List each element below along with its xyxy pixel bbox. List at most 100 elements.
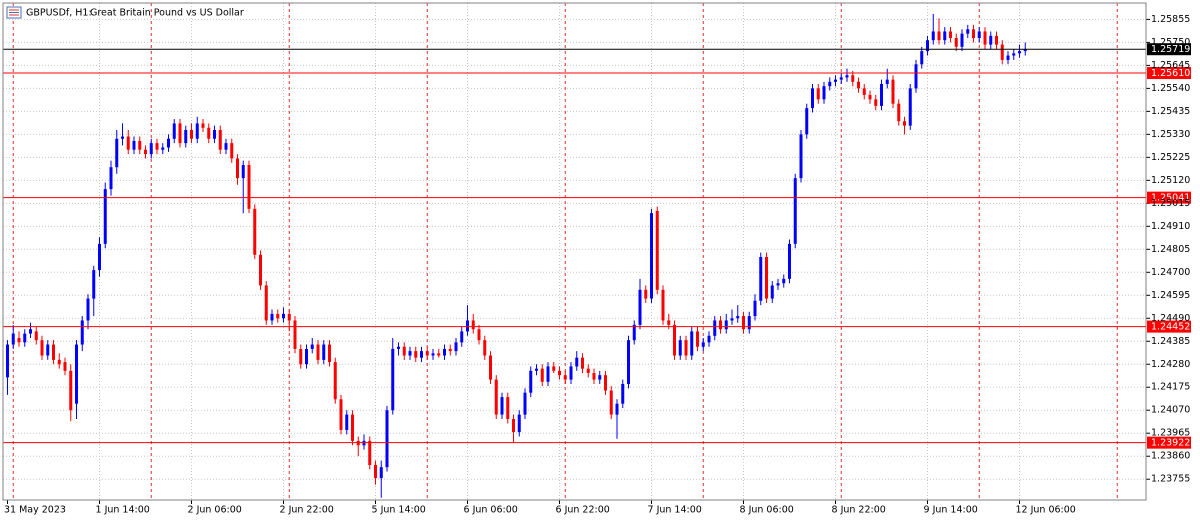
candle-body (195, 123, 199, 139)
candle-body (776, 283, 780, 286)
period-separators (12, 3, 1118, 500)
candle-body (995, 35, 998, 45)
x-tick-label: 6 Jun 22:00 (556, 505, 610, 516)
candle-body (368, 440, 372, 465)
candle-body (701, 342, 705, 347)
candle-body (328, 344, 331, 363)
candle-body (213, 129, 216, 139)
candle-body (11, 333, 15, 345)
candle-body (80, 320, 84, 345)
candle-body (609, 390, 613, 415)
candle-body (713, 320, 717, 336)
y-tick-label: 1.24070 (1151, 405, 1190, 416)
candle-body (839, 77, 843, 80)
candle-body (569, 366, 573, 380)
candle-body (765, 256, 768, 299)
candle-body (736, 316, 740, 319)
candle-body (345, 414, 349, 430)
x-tick-label: 2 Jun 22:00 (280, 505, 334, 516)
candle-body (730, 318, 734, 321)
candle-body (121, 136, 124, 139)
candle-body (535, 368, 538, 371)
candle-body (644, 289, 648, 299)
candle-body (506, 397, 510, 419)
candle-body (57, 359, 61, 365)
candle-body (230, 143, 234, 159)
candle-body (92, 270, 96, 299)
candle-body (523, 392, 527, 415)
candle-body (753, 300, 757, 317)
candle-body (443, 348, 446, 356)
candle-body (103, 189, 107, 244)
candle-body (1000, 44, 1004, 60)
candle-body (690, 331, 694, 356)
candle-body (178, 123, 182, 144)
level-label: 1.23922 (1151, 438, 1190, 449)
candle-body (926, 40, 929, 52)
candle-body (977, 31, 981, 39)
candle-body (46, 344, 50, 356)
candle-body (408, 351, 412, 356)
y-tick-label: 1.25855 (1151, 14, 1190, 25)
candle-body (247, 165, 251, 209)
candle-body (391, 348, 395, 411)
candle-body (822, 86, 826, 100)
candle-body (678, 340, 682, 356)
y-tick-label: 1.24700 (1151, 267, 1190, 278)
candle-body (23, 333, 27, 343)
candle-body (460, 331, 464, 343)
candle-body (770, 285, 774, 299)
candles (6, 13, 1027, 498)
level-label-box (1147, 191, 1191, 204)
x-tick-label: 2 Jun 06:00 (188, 505, 242, 516)
y-tick-label: 1.24385 (1151, 336, 1190, 347)
candle-body (471, 320, 475, 330)
candle-body (920, 51, 924, 65)
candle-body (1023, 49, 1027, 52)
levels: 1.25719 1.25610 1.25041 1.24452 1.23922 (3, 43, 1191, 449)
candle-body (322, 344, 326, 360)
y-tick-label: 1.25015 (1151, 198, 1190, 209)
level-label: 1.25719 (1151, 44, 1190, 55)
candle-body (989, 35, 993, 45)
candle-body (581, 357, 584, 369)
candle-body (868, 94, 872, 100)
x-tick-label: 7 Jun 14:00 (648, 505, 702, 516)
candle-body (874, 99, 878, 106)
candle-body (719, 320, 722, 330)
candle-body (132, 140, 136, 150)
candle-body (477, 329, 481, 341)
candle-body (167, 138, 170, 148)
candle-body (621, 383, 625, 404)
x-tick-label: 5 Jun 14:00 (372, 505, 426, 516)
level-label-box (1147, 43, 1191, 56)
candle-body (126, 136, 130, 150)
candle-body (414, 351, 418, 358)
candle-body (885, 79, 889, 85)
candle-body (684, 340, 688, 356)
candle-body (466, 320, 469, 332)
candle-body (207, 127, 211, 139)
candle-body (339, 399, 343, 430)
candle-body (385, 410, 389, 468)
candle-body (1012, 53, 1016, 56)
candle-body (793, 178, 797, 244)
grid (3, 3, 1150, 504)
candle-body (333, 362, 337, 400)
candle-body (742, 316, 745, 330)
candle-body (259, 254, 262, 286)
candle-body (563, 375, 567, 380)
candle-body (517, 414, 521, 433)
candle-body (236, 158, 239, 179)
candle-body (1006, 55, 1010, 60)
candle-body (184, 129, 188, 144)
y-tick-label: 1.25645 (1151, 60, 1190, 71)
candle-body (17, 337, 21, 343)
candle-body (615, 403, 619, 415)
candle-body (747, 316, 751, 330)
candle-body (782, 278, 786, 284)
candle-body (966, 29, 970, 34)
candle-body (954, 38, 958, 47)
